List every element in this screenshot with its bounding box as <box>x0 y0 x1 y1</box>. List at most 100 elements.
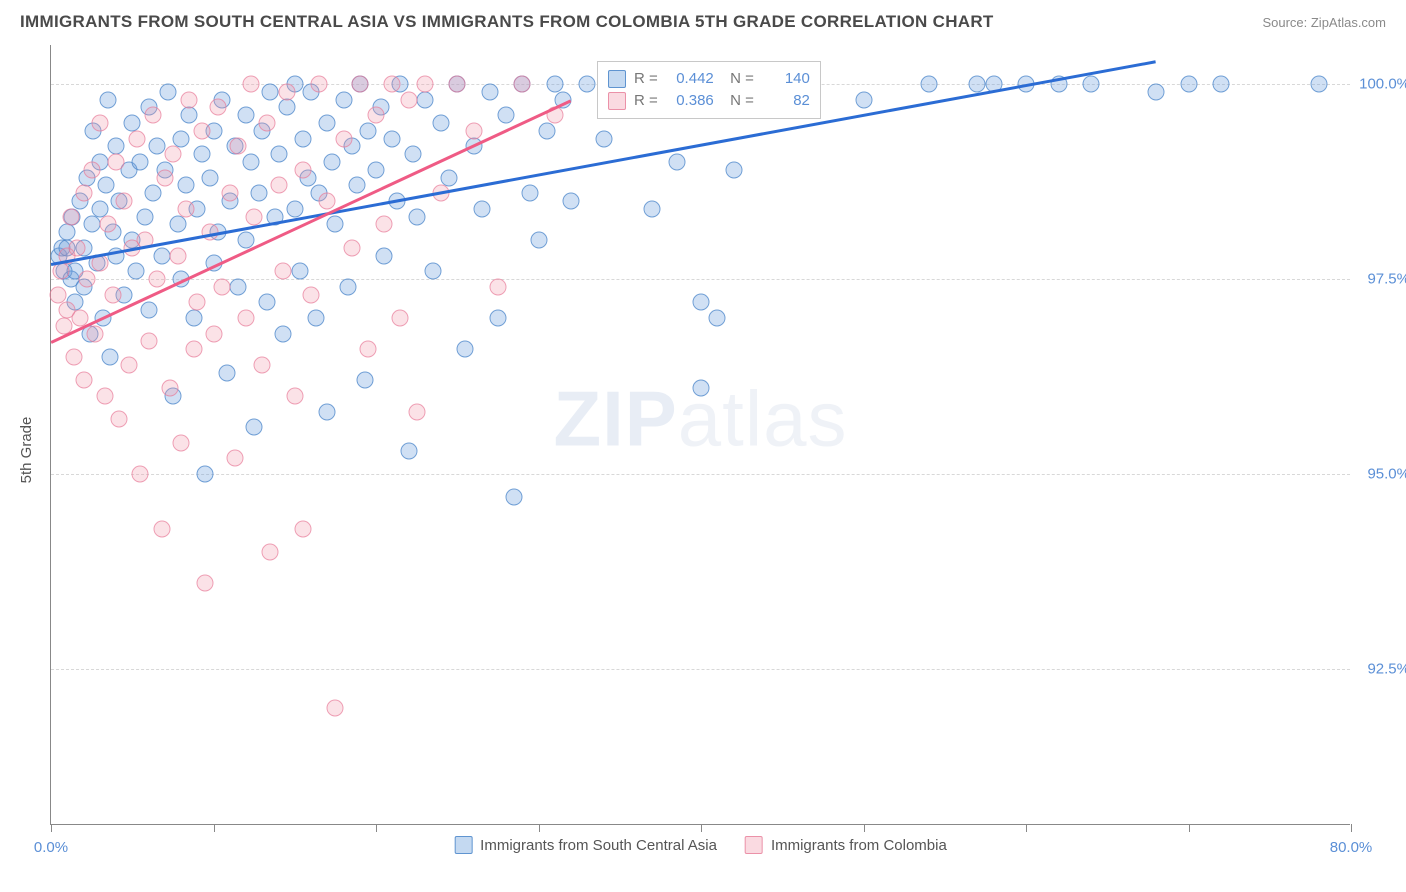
scatter-point <box>270 177 287 194</box>
scatter-point <box>1310 76 1327 93</box>
scatter-point <box>111 411 128 428</box>
scatter-point <box>238 232 255 249</box>
scatter-point <box>384 76 401 93</box>
scatter-point <box>108 154 125 171</box>
scatter-point <box>246 419 263 436</box>
scatter-point <box>348 177 365 194</box>
scatter-point <box>416 76 433 93</box>
scatter-point <box>294 520 311 537</box>
scatter-point <box>229 138 246 155</box>
scatter-point <box>108 138 125 155</box>
scatter-point <box>91 200 108 217</box>
scatter-point <box>441 169 458 186</box>
scatter-point <box>278 99 295 116</box>
x-tick <box>1189 824 1190 832</box>
title-bar: IMMIGRANTS FROM SOUTH CENTRAL ASIA VS IM… <box>0 0 1406 40</box>
scatter-point <box>340 278 357 295</box>
scatter-point <box>202 169 219 186</box>
scatter-point <box>400 442 417 459</box>
scatter-point <box>579 76 596 93</box>
scatter-point <box>481 83 498 100</box>
scatter-point <box>116 193 133 210</box>
x-tick <box>1026 824 1027 832</box>
scatter-point <box>101 349 118 366</box>
scatter-point <box>173 130 190 147</box>
gridline-h <box>51 669 1350 670</box>
scatter-point <box>210 99 227 116</box>
scatter-point <box>408 208 425 225</box>
scatter-point <box>294 130 311 147</box>
gridline-h <box>51 279 1350 280</box>
series-name: Immigrants from Colombia <box>771 837 947 854</box>
scatter-point <box>197 575 214 592</box>
scatter-point <box>278 83 295 100</box>
scatter-point <box>242 154 259 171</box>
scatter-point <box>262 83 279 100</box>
y-axis-title: 5th Grade <box>18 417 35 484</box>
scatter-point <box>303 286 320 303</box>
scatter-point <box>384 130 401 147</box>
y-tick-label: 97.5% <box>1367 271 1406 288</box>
scatter-point <box>127 263 144 280</box>
scatter-point <box>177 177 194 194</box>
scatter-point <box>368 161 385 178</box>
stat-label-r: R = <box>634 70 658 87</box>
scatter-point <box>465 122 482 139</box>
x-tick <box>51 824 52 832</box>
series-legend-item: Immigrants from South Central Asia <box>454 834 717 856</box>
scatter-point <box>324 154 341 171</box>
stat-value-r: 0.386 <box>666 92 714 109</box>
scatter-point <box>433 115 450 132</box>
scatter-point <box>356 372 373 389</box>
scatter-point <box>181 107 198 124</box>
scatter-point <box>75 185 92 202</box>
scatter-point <box>319 193 336 210</box>
scatter-point <box>307 310 324 327</box>
scatter-point <box>351 76 368 93</box>
scatter-point <box>132 154 149 171</box>
scatter-point <box>83 161 100 178</box>
stat-value-r: 0.442 <box>666 70 714 87</box>
x-tick <box>214 824 215 832</box>
source-label: Source: ZipAtlas.com <box>1262 15 1386 30</box>
scatter-point <box>91 115 108 132</box>
scatter-point <box>137 208 154 225</box>
scatter-point <box>153 520 170 537</box>
x-tick-label: 80.0% <box>1330 839 1373 856</box>
scatter-point <box>319 115 336 132</box>
scatter-point <box>1213 76 1230 93</box>
scatter-point <box>359 341 376 358</box>
scatter-point <box>226 450 243 467</box>
scatter-point <box>489 278 506 295</box>
stat-label-r: R = <box>634 92 658 109</box>
scatter-point <box>506 489 523 506</box>
scatter-point <box>121 356 138 373</box>
scatter-point <box>457 341 474 358</box>
scatter-point <box>148 138 165 155</box>
scatter-point <box>169 216 186 233</box>
scatter-point <box>104 286 121 303</box>
scatter-point <box>186 310 203 327</box>
scatter-point <box>140 302 157 319</box>
x-tick <box>539 824 540 832</box>
scatter-point <box>145 107 162 124</box>
scatter-point <box>52 263 69 280</box>
scatter-point <box>294 161 311 178</box>
x-tick <box>1351 824 1352 832</box>
scatter-point <box>368 107 385 124</box>
scatter-point <box>164 146 181 163</box>
scatter-point <box>546 76 563 93</box>
scatter-point <box>262 544 279 561</box>
scatter-point <box>99 91 116 108</box>
scatter-point <box>181 91 198 108</box>
scatter-point <box>473 200 490 217</box>
scatter-point <box>693 294 710 311</box>
chart-container: 5th Grade ZIPatlas 92.5%95.0%97.5%100.0%… <box>0 40 1406 860</box>
scatter-point <box>259 294 276 311</box>
scatter-point <box>563 193 580 210</box>
x-tick <box>701 824 702 832</box>
scatter-point <box>218 364 235 381</box>
stat-label-n: N = <box>722 70 754 87</box>
chart-title: IMMIGRANTS FROM SOUTH CENTRAL ASIA VS IM… <box>20 12 994 32</box>
stat-value-n: 82 <box>762 92 810 109</box>
